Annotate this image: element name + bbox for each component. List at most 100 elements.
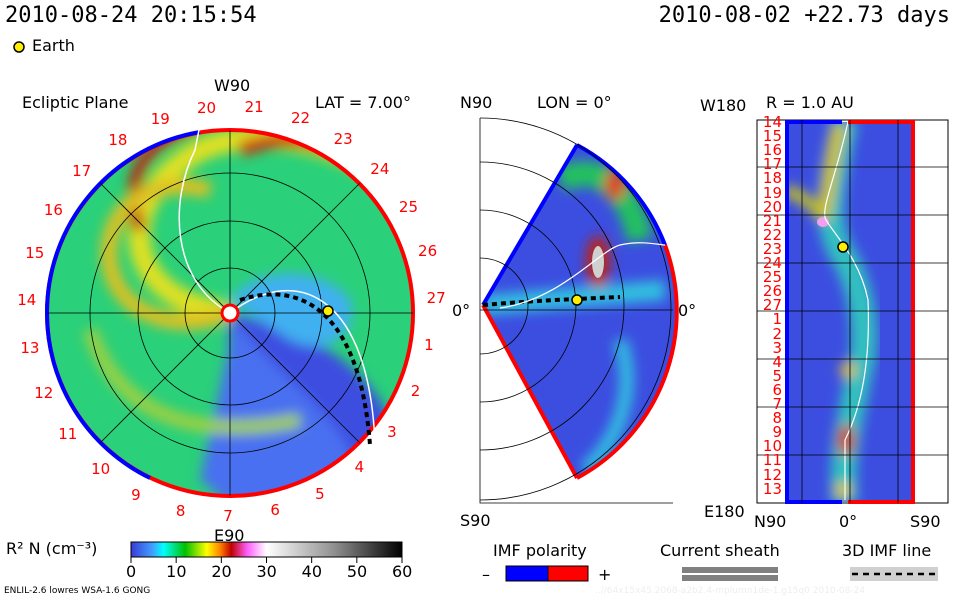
colorbar [130,541,403,558]
ring-label: 19 [150,109,170,128]
ring-label: 12 [34,384,54,403]
imf-polarity-label: IMF polarity [493,541,587,560]
ring-label: 2 [410,382,421,401]
ring-label: 21 [244,98,264,117]
earth-marker-wedge [571,294,583,306]
ring-label: 17 [72,162,92,181]
sphere-y-tick: 13 [762,479,782,498]
colorbar-label: R² N (cm⁻³) [6,539,98,558]
sphere-y-tick: 15 [762,127,782,146]
ring-label: 6 [270,501,280,520]
run-id-footer: ..//64x15x45.2068-a2b2.4-mplumn1de-1.g15… [595,586,866,596]
sphere-y-tick: 20 [762,197,782,216]
ring-label: 20 [197,98,217,117]
wedge-right-label: 0° [678,301,697,320]
radius-label: R = 1.0 AU [766,93,854,112]
sphere-y-tick: 2 [772,324,782,343]
sphere-y-tick: 12 [762,465,782,484]
sphere-y-tick: 6 [772,380,782,399]
sphere-y-tick: 26 [762,282,782,301]
disk-bottom-label: E90 [214,526,245,545]
sphere-grid [757,120,948,503]
imf-line-label: 3D IMF line [842,541,932,560]
sphere-y-tick: 23 [762,239,782,258]
ring-label: 27 [426,288,446,307]
ecliptic-title: Ecliptic Plane [22,93,129,112]
ring-label: 11 [58,425,78,444]
wedge-top-label: N90 [460,93,493,112]
sphere-bottom-label: E180 [704,502,745,521]
imf-polarity-swatch [547,565,589,582]
ring-label: 18 [108,131,128,150]
sphere-y-tick: 24 [762,254,782,272]
sphere-y-tick: 7 [772,395,782,413]
ring-label: 26 [418,242,438,261]
colorbar-tick-label: 50 [346,562,368,581]
ring-label: 22 [290,108,311,127]
sphere-y-tick: 1 [772,310,782,329]
sphere-y-tick: 9 [772,423,782,442]
lat-label: LAT = 7.00° [315,93,411,112]
earth-legend-label: Earth [32,36,75,55]
sphere-y-tick: 3 [772,338,782,357]
current-sheath-label: Current sheath [660,541,780,560]
sphere-y-tick: 21 [762,211,782,230]
ring-label: 8 [175,501,186,520]
sphere-y-tick: 16 [762,141,782,160]
ring-label: 16 [43,200,63,219]
sphere-y-tick: 17 [762,155,782,174]
meridional-heatmap [483,145,676,478]
ring-label: 9 [131,485,141,504]
sphere-y-tick: 22 [762,225,782,244]
disk-right-label: 0° [452,301,471,320]
colorbar-tick-label: 60 [392,562,413,581]
ring-label: 7 [223,506,233,525]
sphere-top-label: W180 [700,96,747,115]
lon-label: LON = 0° [537,93,612,112]
sphere-y-tick: 8 [772,409,782,428]
ring-label: 10 [91,459,111,478]
disk-imf-line [239,292,372,446]
ring-label: 3 [387,423,397,442]
sphere-x-right: S90 [910,512,941,531]
earth-marker-sphere [837,241,849,253]
sphere-x-mid: 0° [839,512,858,531]
wedge-bottom-label: S90 [460,511,491,530]
plus-label: + [598,565,612,584]
ring-label: 14 [17,291,37,310]
sphere-y-tick: 18 [762,169,782,188]
sphere-x-left: N90 [754,512,787,531]
sphere-y-tick: 14 [762,113,782,131]
sphere-y-tick: 5 [772,366,782,385]
sphere-y-tick: 4 [772,352,782,371]
earth-legend-icon [13,41,25,53]
ring-label: 15 [25,244,45,263]
sphere-y-tick: 27 [762,296,782,315]
colorbar-tick-label: 40 [301,562,323,581]
ring-label: 1 [424,336,434,355]
model-footer: ENLIL-2.6 lowres WSA-1.6 GONG [4,586,151,596]
sphere-y-tick: 10 [762,437,782,456]
colorbar-tick-label: 30 [256,562,277,581]
minus-label: – [482,565,490,584]
sphere-y-tick: 25 [762,268,782,287]
current-sheath-swatch [682,575,778,581]
disk-top-label: W90 [214,76,251,95]
sphere-y-tick: 11 [762,451,782,470]
ring-label: 24 [370,160,390,179]
colorbar-tick-label: 0 [126,562,137,581]
earth-marker-disk [322,305,334,317]
colorbar-tick-label: 20 [211,562,232,581]
colorbar-tick-label: 10 [166,562,187,581]
ring-label: 4 [354,458,365,477]
reference-time: 2010-08-02 +22.73 days [658,3,950,28]
sphere-y-tick: 19 [762,183,782,202]
timestamp: 2010-08-24 20:15:54 [5,3,257,28]
ring-label: 25 [398,198,419,217]
ring-label: 13 [20,338,40,357]
disk-grid [47,130,413,496]
ring-label: 23 [333,130,353,149]
wedge-grid [479,117,673,504]
